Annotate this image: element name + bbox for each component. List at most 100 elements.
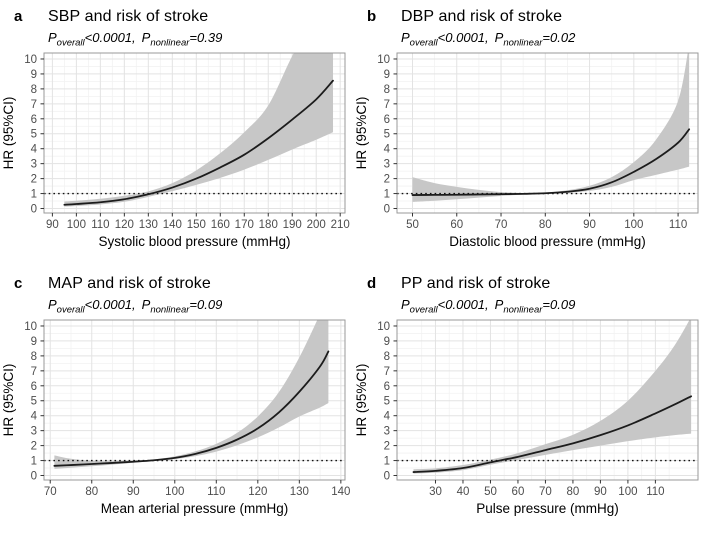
panel-a-header: a SBP and risk of stroke Poverall<0.0001…	[0, 0, 353, 49]
panel-b-header: b DBP and risk of stroke Poverall<0.0001…	[353, 0, 707, 49]
svg-text:110: 110	[669, 219, 687, 231]
svg-text:80: 80	[539, 219, 552, 231]
svg-text:8: 8	[31, 84, 37, 96]
panel-titles: MAP and risk of stroke Poverall<0.0001, P…	[48, 274, 353, 318]
svg-text:90: 90	[594, 486, 607, 498]
svg-text:110: 110	[91, 219, 109, 231]
svg-text:HR (95%CI): HR (95%CI)	[354, 97, 369, 170]
svg-text:HR (95%CI): HR (95%CI)	[1, 97, 16, 170]
p-overall-value: <0.0001,	[84, 297, 136, 312]
spline-chart-sbp: 90 100 110 120 130 140 150 160 170 180 190 200 21001…	[1, 52, 350, 249]
svg-text:120: 120	[115, 219, 134, 231]
svg-text:190: 190	[283, 219, 302, 231]
svg-text:210: 210	[331, 219, 350, 231]
panel-titles: PP and risk of stroke Poverall<0.0001, Pn…	[401, 274, 707, 318]
svg-text:5: 5	[31, 396, 37, 408]
p-nonlinear-symbol: P	[141, 30, 151, 45]
panel-d-header: d PP and risk of stroke Poverall<0.0001,…	[353, 267, 707, 316]
svg-text:200: 200	[307, 219, 326, 231]
svg-text:0: 0	[384, 471, 390, 483]
svg-text:100: 100	[165, 486, 184, 498]
p-nonlinear-value: =0.02	[542, 30, 576, 45]
panel-letter: c	[14, 275, 23, 292]
svg-text:2: 2	[31, 441, 37, 453]
p-nonlinear-symbol: P	[494, 30, 504, 45]
svg-text:6: 6	[384, 114, 390, 126]
svg-text:5: 5	[31, 129, 37, 141]
svg-text:2: 2	[384, 441, 390, 453]
svg-text:Systolic blood pressure (mmHg): Systolic blood pressure (mmHg)	[98, 234, 290, 249]
svg-text:4: 4	[384, 144, 391, 156]
panel-a-sbp: a SBP and risk of stroke Poverall<0.0001…	[0, 0, 353, 267]
p-nonlinear-symbol: P	[494, 297, 504, 312]
svg-text:100: 100	[67, 219, 86, 231]
p-values-line: Poverall<0.0001, Pnonlinear=0.39	[48, 30, 353, 51]
svg-text:50: 50	[484, 486, 497, 498]
svg-text:3: 3	[31, 159, 37, 171]
panel-title: DBP and risk of stroke	[401, 8, 563, 25]
svg-text:4: 4	[31, 144, 38, 156]
svg-text:0: 0	[384, 204, 390, 216]
panel-title: PP and risk of stroke	[401, 275, 551, 292]
spline-chart-map: 70 80 90 100 110 120 130 140 0 1 2 3 4 5 6 7 8 9 10 Mean ar…	[1, 319, 350, 516]
svg-text:120: 120	[248, 486, 267, 498]
svg-text:140: 140	[163, 219, 182, 231]
svg-text:8: 8	[384, 351, 390, 363]
svg-text:10: 10	[24, 321, 37, 333]
svg-text:90: 90	[583, 219, 596, 231]
svg-text:150: 150	[187, 219, 206, 231]
svg-text:Diastolic blood pressure (mmHg: Diastolic blood pressure (mmHg)	[449, 234, 646, 249]
svg-text:Pulse pressure (mmHg): Pulse pressure (mmHg)	[476, 501, 619, 516]
svg-text:70: 70	[44, 486, 57, 498]
svg-text:180: 180	[259, 219, 278, 231]
p-nonlinear-subscript: nonlinear	[503, 304, 543, 316]
svg-text:9: 9	[31, 336, 37, 348]
svg-text:9: 9	[384, 336, 390, 348]
svg-text:130: 130	[290, 486, 309, 498]
p-nonlinear-subscript: nonlinear	[150, 37, 190, 49]
svg-text:130: 130	[139, 219, 158, 231]
svg-text:1: 1	[31, 189, 37, 201]
p-values-line: Poverall<0.0001, Pnonlinear=0.02	[401, 30, 707, 51]
svg-text:9: 9	[31, 69, 37, 81]
p-nonlinear-value: =0.09	[542, 297, 576, 312]
svg-text:100: 100	[618, 486, 637, 498]
p-overall-value: <0.0001,	[437, 30, 489, 45]
svg-text:3: 3	[31, 426, 37, 438]
svg-text:4: 4	[31, 411, 38, 423]
p-values-line: Poverall<0.0001, Pnonlinear=0.09	[401, 297, 707, 318]
svg-text:HR (95%CI): HR (95%CI)	[1, 364, 16, 437]
panel-titles: DBP and risk of stroke Poverall<0.0001, P…	[401, 7, 707, 51]
panel-d-pp: d PP and risk of stroke Poverall<0.0001,…	[353, 267, 707, 534]
svg-text:80: 80	[85, 486, 98, 498]
svg-text:4: 4	[384, 411, 391, 423]
svg-text:10: 10	[377, 321, 390, 333]
svg-text:9: 9	[384, 69, 390, 81]
p-values-line: Poverall<0.0001, Pnonlinear=0.09	[48, 297, 353, 318]
svg-text:2: 2	[384, 174, 390, 186]
svg-text:60: 60	[512, 486, 525, 498]
svg-text:5: 5	[384, 129, 390, 141]
p-nonlinear-subscript: nonlinear	[150, 304, 190, 316]
panel-title: SBP and risk of stroke	[48, 8, 209, 25]
svg-text:0: 0	[31, 204, 37, 216]
svg-text:10: 10	[24, 54, 37, 66]
svg-text:40: 40	[457, 486, 470, 498]
panel-letter: d	[367, 275, 377, 292]
svg-text:110: 110	[646, 486, 664, 498]
svg-text:70: 70	[495, 219, 508, 231]
p-overall-subscript: overall	[409, 37, 438, 49]
svg-text:30: 30	[429, 486, 442, 498]
svg-text:100: 100	[624, 219, 643, 231]
p-overall-subscript: overall	[409, 304, 438, 316]
panel-letter: a	[14, 8, 23, 25]
svg-text:60: 60	[450, 219, 463, 231]
panel-c-map: c MAP and risk of stroke Poverall<0.0001…	[0, 267, 353, 534]
p-overall-value: <0.0001,	[437, 297, 489, 312]
p-overall-symbol: P	[48, 297, 57, 312]
p-nonlinear-value: =0.09	[189, 297, 223, 312]
svg-text:160: 160	[211, 219, 230, 231]
p-nonlinear-subscript: nonlinear	[503, 37, 543, 49]
p-overall-symbol: P	[401, 297, 410, 312]
